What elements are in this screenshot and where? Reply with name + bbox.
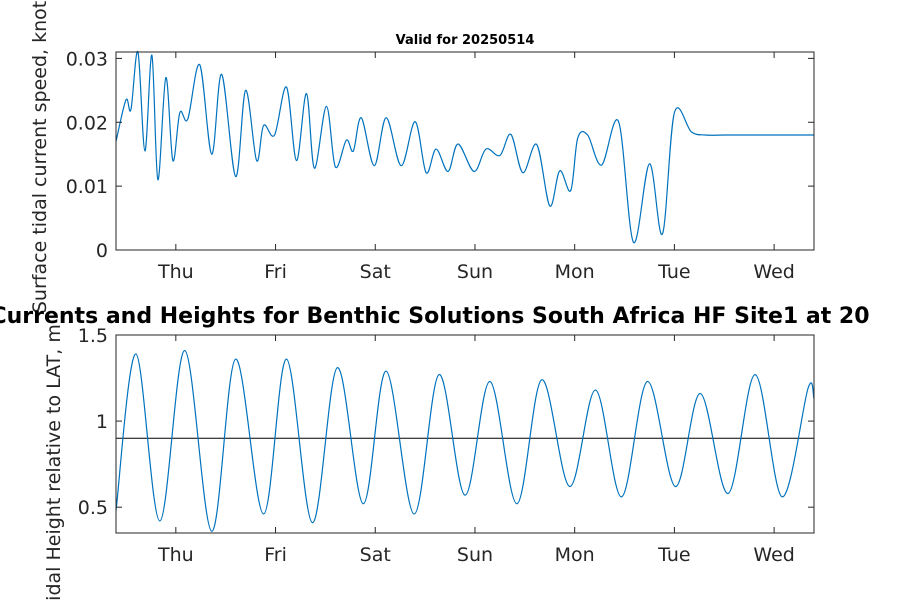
data-series-line: [115, 349, 815, 532]
y-tick-label: 0.02: [66, 112, 108, 134]
y-tick-label: 1.5: [78, 325, 108, 347]
x-tick-label: Fri: [264, 544, 287, 566]
plot-title: Valid for 20250514: [396, 33, 535, 48]
axes-box: [115, 51, 815, 251]
x-tick-label: Thu: [157, 544, 194, 566]
y-axis-label: Surface tidal current speed, knots: [29, 0, 51, 313]
x-tick-label: Fri: [264, 261, 287, 283]
x-tick-label: Sun: [457, 544, 493, 566]
x-tick-label: Wed: [753, 544, 794, 566]
current-speed-plot: Valid for 20250514 Surface tidal current…: [29, 0, 815, 313]
axes-box: [115, 334, 815, 534]
y-tick-label: 1: [96, 411, 108, 433]
y-tick-label: 0: [96, 240, 108, 262]
plot-title: Currents and Heights for Benthic Solutio…: [0, 304, 870, 329]
y-tick-label: 0.5: [78, 497, 108, 519]
x-tick-label: Sat: [360, 261, 391, 283]
x-tick-label: Sun: [457, 261, 493, 283]
tidal-height-plot: Currents and Heights for Benthic Solutio…: [0, 304, 870, 600]
x-tick-label: Wed: [753, 261, 794, 283]
data-series-line: [115, 51, 814, 243]
y-tick-label: 0.01: [66, 176, 108, 198]
x-tick-label: Tue: [657, 261, 690, 283]
x-tick-label: Sat: [360, 544, 391, 566]
x-tick-label: Thu: [157, 261, 194, 283]
x-tick-label: Mon: [555, 261, 595, 283]
x-tick-label: Mon: [555, 544, 595, 566]
y-tick-label: 0.03: [66, 48, 108, 70]
x-tick-label: Tue: [657, 544, 690, 566]
y-axis-label: Tidal Height relative to LAT, m: [43, 324, 65, 600]
